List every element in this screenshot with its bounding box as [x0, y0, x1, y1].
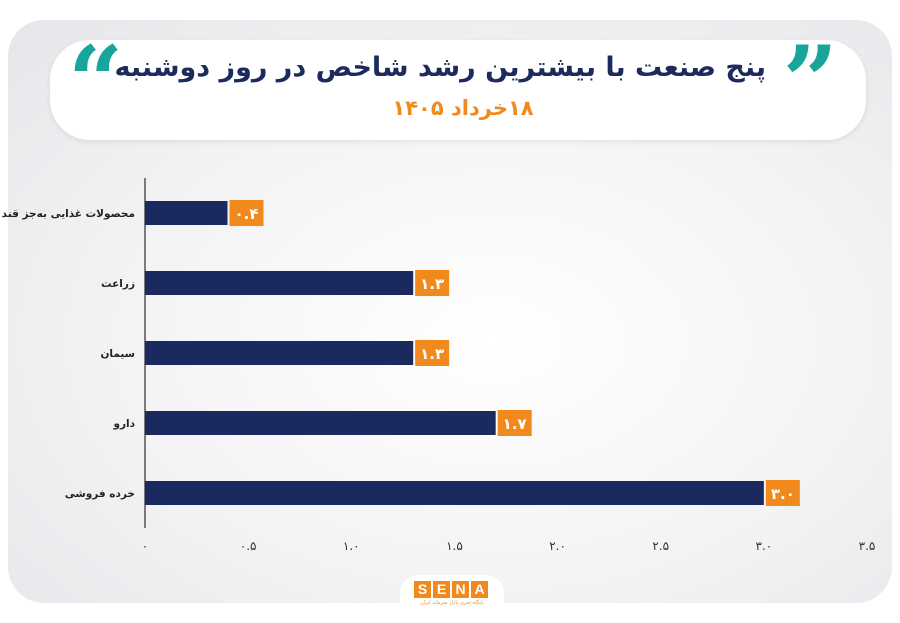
logo-tagline: پایگاه خبری بازار سرمایه ایران [420, 600, 484, 606]
value-label-box [415, 340, 450, 366]
bar [145, 271, 414, 295]
value-label: ۰.۴ [235, 205, 259, 223]
category-label: خرده فروشی [65, 488, 135, 500]
value-label: ۱.۷ [503, 415, 527, 433]
logo-letter-s: S [414, 581, 431, 598]
logo-letter-e: E [433, 581, 450, 598]
bar [145, 341, 414, 365]
chart-card: “ پنج صنعت با بیشترین رشد شاخص در روز دو… [8, 20, 892, 603]
logo-letter-n: N [452, 581, 469, 598]
logo-mark: S E N A [414, 581, 488, 598]
category-label: دارو [112, 418, 135, 430]
x-tick-label: ۲.۰ [549, 539, 566, 553]
category-label: سیمان [100, 348, 135, 360]
logo-letter-a: A [471, 581, 488, 598]
x-tick-label: ۰.۵ [240, 539, 257, 553]
bar [145, 411, 496, 435]
x-tick-label: ۲.۵ [652, 539, 669, 553]
x-tick-label: ۰ [142, 539, 148, 553]
value-label-box [229, 200, 264, 226]
quote-open-icon: “ [68, 25, 124, 138]
title-panel: “ پنج صنعت با بیشترین رشد شاخص در روز دو… [50, 34, 866, 140]
value-label: ۱.۳ [420, 345, 444, 363]
bar [145, 481, 764, 505]
category-label: محصولات غذایی به‌جز قند [2, 208, 135, 220]
logo: S E N A پایگاه خبری بازار سرمایه ایران [400, 575, 504, 611]
x-tick-label: ۱.۵ [446, 539, 463, 553]
x-tick-label: ۱.۰ [343, 539, 360, 553]
value-label: ۳.۰ [771, 485, 795, 503]
x-tick-label: ۳.۵ [859, 539, 876, 553]
value-label-box [415, 270, 450, 296]
x-tick-label: ۳.۰ [755, 539, 772, 553]
chart-title: پنج صنعت با بیشترین رشد شاخص در روز دوشن… [114, 52, 766, 83]
value-label-box [497, 410, 532, 436]
quote-close-icon: ” [782, 25, 838, 138]
chart-date: ۱۸خرداد ۱۴۰۵ [392, 96, 534, 120]
value-label-box [765, 480, 800, 506]
value-label: ۱.۳ [420, 275, 444, 293]
category-label: زراعت [101, 278, 135, 290]
bar [145, 201, 228, 225]
